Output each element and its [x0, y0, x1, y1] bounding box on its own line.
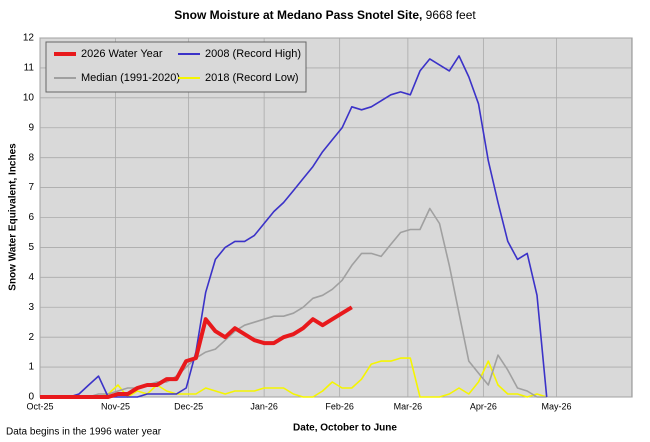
y-tick-label: 2: [28, 332, 34, 343]
series-line: [40, 207, 547, 398]
y-tick-label: 6: [28, 212, 34, 223]
x-tick-label: Jan-26: [250, 401, 278, 411]
x-tick-label: Feb-26: [325, 401, 354, 411]
y-axis-label: Snow Water Equivalent, Inches: [8, 143, 19, 291]
y-tick-label: 1: [28, 362, 34, 373]
x-tick-label: Oct-25: [26, 401, 53, 411]
chart-title: Snow Moisture at Medano Pass Snotel Site…: [174, 8, 476, 22]
x-tick-label: Nov-25: [101, 401, 130, 411]
x-tick-label: Mar-26: [394, 401, 423, 411]
y-tick-label: 5: [28, 242, 34, 253]
y-tick-label: 0: [28, 392, 34, 403]
y-tick-label: 4: [28, 272, 34, 283]
legend-label: 2008 (Record High): [205, 48, 301, 60]
legend-label: 2018 (Record Low): [205, 72, 299, 84]
x-tick-label: May-26: [541, 401, 571, 411]
y-tick-label: 7: [28, 182, 34, 193]
x-axis-label: Date, October to June: [293, 423, 397, 434]
series-line: [40, 305, 353, 399]
x-tick-label: Dec-25: [174, 401, 203, 411]
x-tick-label: Apr-26: [470, 401, 497, 411]
series-line: [40, 55, 548, 398]
legend-box: [45, 41, 307, 93]
title-main: Snow Moisture at Medano Pass Snotel Site…: [174, 8, 422, 22]
y-tick-label: 12: [23, 33, 35, 44]
legend-label: Median (1991-2020): [81, 72, 180, 84]
title-suffix: 9668 feet: [426, 8, 477, 22]
footnote: Data begins in the 1996 water year: [6, 427, 162, 438]
y-tick-label: 9: [28, 122, 34, 133]
y-tick-label: 3: [28, 302, 34, 313]
y-tick-label: 11: [24, 63, 35, 74]
legend-label: 2026 Water Year: [81, 48, 163, 60]
y-tick-label: 10: [23, 92, 35, 103]
y-tick-label: 8: [28, 152, 34, 163]
